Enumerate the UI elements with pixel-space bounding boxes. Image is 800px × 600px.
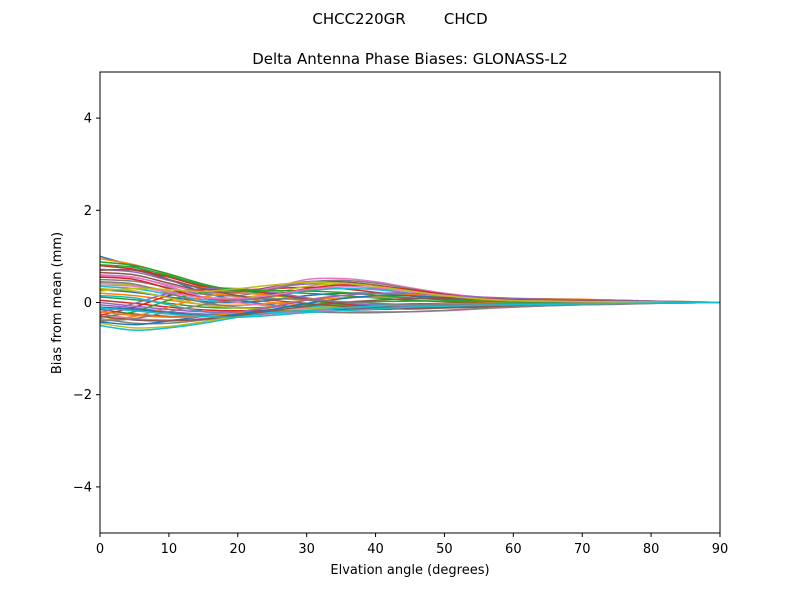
x-tick-label: 70 <box>574 542 591 557</box>
x-tick-label: 20 <box>230 542 247 557</box>
x-tick-label: 40 <box>367 542 384 557</box>
x-axis-label: Elvation angle (degrees) <box>330 563 489 578</box>
series-line <box>100 292 720 313</box>
x-tick-label: 60 <box>505 542 522 557</box>
x-tick-label: 50 <box>436 542 453 557</box>
x-tick-label: 0 <box>96 542 104 557</box>
x-axis: 0 10 20 30 40 50 60 70 80 90 <box>96 533 728 557</box>
x-tick-label: 30 <box>298 542 315 557</box>
y-axis-label: Bias from mean (mm) <box>50 232 65 374</box>
x-tick-label: 80 <box>643 542 660 557</box>
x-tick-label: 10 <box>161 542 178 557</box>
y-axis: −4 −2 0 2 4 <box>73 112 100 495</box>
series-line <box>100 281 720 314</box>
x-tick-label: 90 <box>712 542 729 557</box>
y-tick-label: −2 <box>73 388 92 403</box>
chart-title: Delta Antenna Phase Biases: GLONASS-L2 <box>252 50 568 68</box>
series-layer <box>100 255 720 331</box>
series-line <box>100 281 720 304</box>
y-tick-label: −4 <box>73 480 92 495</box>
y-tick-label: 0 <box>84 296 92 311</box>
y-tick-label: 4 <box>84 112 92 127</box>
y-tick-label: 2 <box>84 204 92 219</box>
figure-suptitle: CHCC220GR CHCD <box>312 10 487 28</box>
series-line <box>100 301 720 319</box>
